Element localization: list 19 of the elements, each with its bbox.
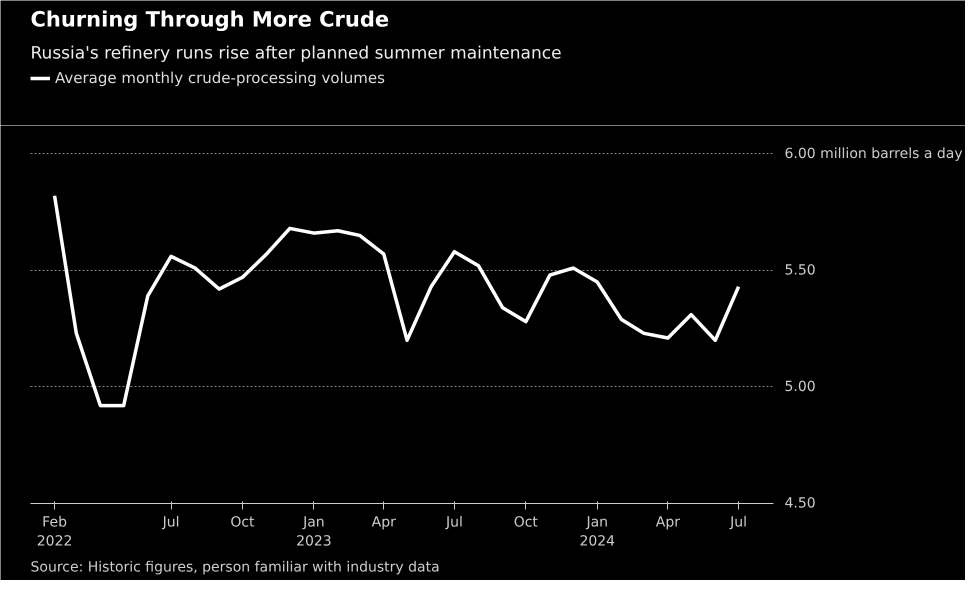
y-tick-label: 4.50: [784, 496, 816, 512]
x-tick-label: Oct: [514, 514, 538, 530]
x-tick-label: Oct: [230, 514, 256, 530]
y-tick-label: 6.00 million barrels a day: [784, 146, 963, 162]
x-tick-label: Jan 2024: [579, 514, 616, 550]
y-tick-label: 5.50: [784, 262, 816, 278]
x-tick-label: Jan 2023: [296, 514, 332, 550]
x-tick-label: Jul: [444, 514, 463, 530]
y-tick-label: 5.00: [784, 378, 816, 395]
x-tick-label: Apr: [656, 514, 680, 530]
x-tick-label: Jul: [162, 514, 180, 530]
x-tick-label: Jul: [729, 514, 748, 530]
chart-title: Churning Through More Crude: [30, 8, 390, 32]
legend-label: Average monthly crude-processing volumes: [55, 69, 385, 87]
x-tick-label: Feb 2022: [36, 514, 72, 550]
source-note: Source: Historic figures, person familiar with industry data: [30, 560, 440, 576]
x-tick-label: Apr: [372, 514, 396, 530]
chart-subtitle: Russia's refinery runs rise after planned summer maintenance: [30, 44, 562, 64]
line-series: [52, 194, 740, 408]
